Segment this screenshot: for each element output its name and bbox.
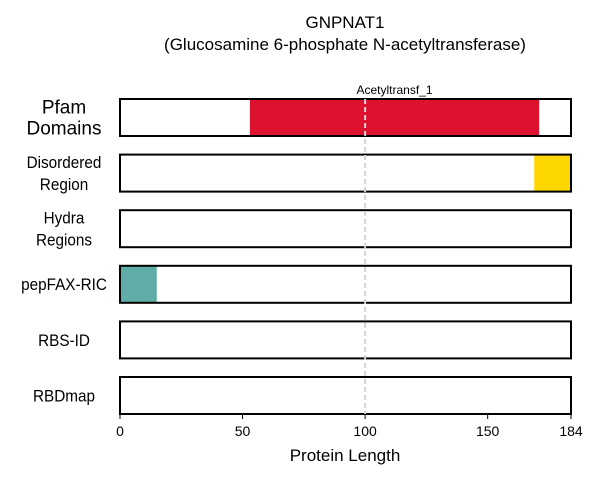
track-border [119, 209, 572, 249]
track-border [119, 264, 572, 304]
segment-bar [249, 99, 540, 136]
track-label: Pfam [42, 98, 86, 119]
track-label: RBDmap [33, 387, 95, 406]
x-tick-label: 50 [235, 423, 251, 439]
chart-subtitle: (Glucosamine 6-phosphate N-acetyltransfe… [164, 35, 526, 54]
track-border [119, 320, 572, 360]
x-tick-label: 184 [559, 423, 583, 439]
track-label: RBS-ID [38, 331, 90, 350]
track-4: RBS-ID [38, 320, 572, 360]
x-axis: 0 50 100 150 184 [116, 414, 583, 439]
track-5: RBDmap [33, 376, 572, 415]
segment-bar [534, 154, 571, 192]
track-label: pepFAX-RIC [21, 276, 107, 295]
track-background [120, 210, 571, 248]
track-1: Disordered Region [27, 153, 572, 194]
x-tick-label: 0 [116, 423, 124, 439]
track-border [119, 376, 572, 415]
x-axis-label: Protein Length [290, 446, 401, 465]
segment-bar [120, 265, 157, 303]
track-background [120, 154, 571, 192]
track-label: Region [40, 175, 88, 194]
track-2: Hydra Regions [36, 209, 572, 250]
track-label: Domains [27, 119, 102, 140]
track-label: Hydra [44, 209, 85, 228]
chart-title: GNPNAT1 [305, 13, 384, 32]
x-tick-label: 100 [353, 423, 377, 439]
track-background [120, 265, 571, 303]
track-border [119, 98, 572, 137]
track-label: Regions [36, 231, 92, 250]
track-border [119, 153, 572, 193]
x-tick-label: 150 [476, 423, 500, 439]
segment-annotation: Acetyltransf_1 [356, 83, 432, 97]
track-background [120, 377, 571, 414]
track-label: Disordered [27, 153, 102, 172]
track-background [120, 321, 571, 359]
track-3: pepFAX-RIC [21, 264, 572, 304]
